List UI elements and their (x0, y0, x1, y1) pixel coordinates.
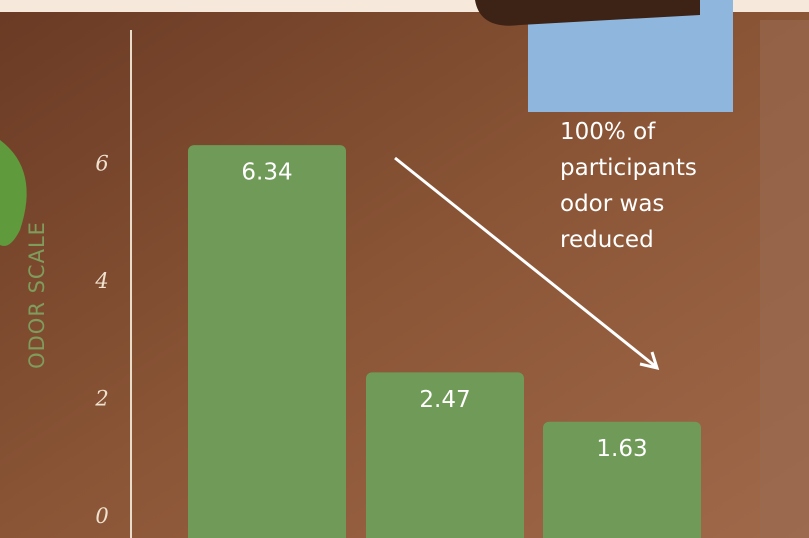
y-tick-label: 4 (94, 269, 108, 293)
leaf (0, 140, 27, 246)
photo-edge (760, 20, 809, 538)
annotation-line: odor was (560, 191, 664, 217)
arrow (394, 156, 656, 368)
arrow-head (639, 351, 660, 371)
bar-value-label: 1.63 (596, 436, 647, 462)
bar (366, 372, 524, 538)
y-tick-label: 0 (95, 504, 108, 528)
annotation: 100% of participants odor was reduced (560, 119, 704, 253)
y-axis-label: ODOR SCALE (25, 221, 49, 369)
bar (188, 145, 346, 538)
bar-value-label: 2.47 (419, 387, 470, 413)
y-tick-label: 6 (95, 152, 108, 176)
bar-value-label: 6.34 (241, 160, 292, 186)
bar (543, 421, 701, 538)
annotation-line: reduced (560, 227, 654, 253)
photo-arm (475, 0, 700, 26)
annotation-line: participants (560, 155, 697, 181)
annotation-line: 100% of (560, 119, 656, 145)
y-tick-label: 2 (94, 386, 108, 410)
